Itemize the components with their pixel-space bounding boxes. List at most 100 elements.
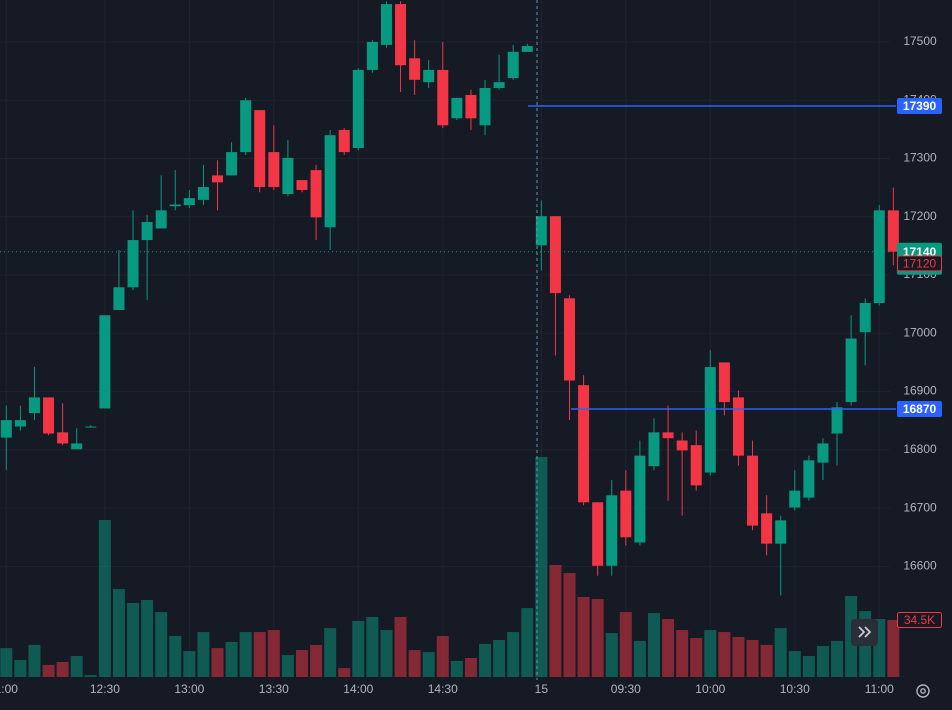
volume-bar [197,632,210,677]
y-tick-label: 16700 [903,500,937,514]
candle-body [775,520,787,544]
candle-body [380,4,392,45]
volume-bar [816,645,829,677]
volume-bar [831,640,844,677]
volume-bar [380,630,393,677]
candle-body [507,51,519,79]
x-tick-label: 10:00 [695,682,725,696]
volume-bar [507,632,520,677]
candle-body [99,315,111,409]
volume-label-box [897,611,942,628]
candle-body [268,152,280,188]
candle-body [366,41,378,70]
candle-body [578,385,590,503]
volume-bar [577,597,590,677]
x-tick-label: 13:00 [174,682,204,696]
candle-body [310,170,322,218]
volume-bar [70,656,83,677]
x-tick-label: 13:30 [259,682,289,696]
x-tick-label: 09:30 [611,682,641,696]
candle-body [479,87,491,126]
volume-bar [295,650,308,677]
candle-body [85,426,97,428]
volume-bar [338,668,351,677]
scroll-button[interactable] [851,619,878,646]
y-tick-label: 16600 [903,559,937,573]
candle-body [718,362,730,403]
volume-bar [535,457,548,677]
candle-body [57,432,69,444]
volume-bar [127,602,140,677]
volume-bar [493,639,506,677]
x-tick-label: 14:30 [428,682,458,696]
volume-bar [605,633,618,677]
volume-bar [56,661,69,677]
volume-bar [183,651,196,677]
volume-bar [324,628,337,677]
candle-body [127,240,139,288]
volume-bar [310,644,323,677]
candle-body [113,287,125,310]
candle-body [662,432,674,439]
volume-bar [84,675,97,677]
volume-bar [211,648,224,677]
candle-body [324,135,336,228]
candle-body [535,216,547,246]
volume-bar [366,617,379,677]
candle-body [254,110,266,188]
volume-bar [0,648,13,677]
volume-bar [253,632,266,677]
candle-body [747,455,759,526]
candle-body [409,58,421,80]
marker-price-label: 17120 [903,257,937,271]
candle-body [28,397,40,414]
volume-bar [394,617,407,677]
volume-bar [732,637,745,677]
volume-bar [422,652,435,677]
volume-bar [788,651,801,677]
candle-body [141,222,153,241]
candle-body [465,94,477,119]
candle-body [71,443,83,450]
price-line-label: 16870 [903,402,937,416]
volume-bar [436,636,449,677]
volume-bar [281,655,294,677]
volume-bar [760,644,773,677]
volume-bar [479,643,492,677]
volume-bar [563,573,576,677]
candle-body [493,82,505,88]
volume-bar [619,612,632,677]
x-tick-label: 11:00 [865,682,894,696]
candle-body [690,445,702,486]
volume-bar [549,564,562,677]
candle-body [549,216,561,294]
labels: 1660016700168001690017000171001720017300… [0,34,942,696]
candle-body [761,513,773,544]
candle-body [859,302,871,333]
volume-bar [521,608,534,677]
volume-bar [28,644,41,677]
volume-bar [690,637,703,677]
volume-bar [887,619,900,677]
settings-button[interactable] [916,684,930,698]
candle-body [564,298,575,381]
price-line-label-box [897,401,942,418]
volume-bar [676,630,689,677]
candle-body [240,100,252,153]
volume-bar [774,628,787,677]
candle-body [226,152,238,176]
volume-label: 34.5K [904,613,935,627]
candle-body [831,407,843,434]
candle-body [212,175,223,183]
grid [0,0,890,680]
y-tick-label: 17300 [903,151,937,165]
volume-bar [239,632,252,677]
candle-body [789,490,801,508]
candle-body [338,129,350,153]
x-tick-label: 10:30 [780,682,810,696]
volume-bar [718,632,731,677]
candle-body [282,157,294,195]
volume-bar [633,640,646,677]
